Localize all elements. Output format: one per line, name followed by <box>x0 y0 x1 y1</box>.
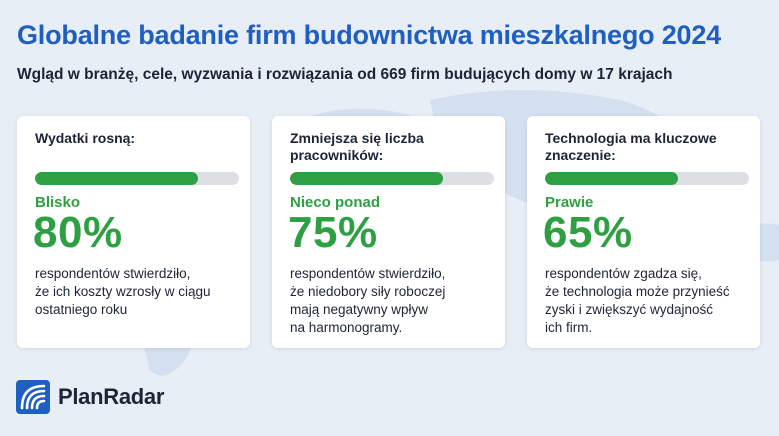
progress-bar-fill <box>290 172 443 185</box>
stat-description: respondentów stwierdziło, że niedobory si… <box>290 266 446 335</box>
progress-bar <box>35 172 239 185</box>
page-subtitle: Wgląd w branżę, cele, wyzwania i rozwiąz… <box>17 66 673 83</box>
progress-bar <box>545 172 749 185</box>
stat-value: 65% <box>543 208 633 257</box>
stat-card-workforce: Zmniejsza się liczba pracowników: Nieco p… <box>272 116 505 348</box>
progress-bar-fill <box>545 172 678 185</box>
progress-bar <box>290 172 494 185</box>
stat-value: 75% <box>288 208 378 257</box>
card-title: Wydatki rosną: <box>35 130 136 146</box>
stat-card-technology: Technologia ma kluczowe znaczenie: Prawie… <box>527 116 760 348</box>
stat-card-costs: Wydatki rosną: Blisko 80% respondentów s… <box>17 116 250 348</box>
planradar-logo[interactable]: PlanRadar <box>16 380 164 414</box>
stat-description: respondentów zgadza się, że technologia m… <box>545 266 730 335</box>
stat-qualifier: Blisko <box>35 194 81 211</box>
page-title: Globalne badanie firm budownictwa mieszk… <box>17 20 721 50</box>
brand-name: PlanRadar <box>58 384 165 409</box>
card-title: Zmniejsza się liczba pracowników: <box>290 130 424 163</box>
stat-qualifier: Nieco ponad <box>290 194 381 211</box>
planradar-logo-icon <box>16 380 50 414</box>
stat-value: 80% <box>33 208 123 257</box>
stat-description: respondentów stwierdziło, że ich koszty w… <box>35 266 211 317</box>
stat-qualifier: Prawie <box>545 194 594 211</box>
card-title: Technologia ma kluczowe znaczenie: <box>545 130 717 163</box>
progress-bar-fill <box>35 172 199 185</box>
